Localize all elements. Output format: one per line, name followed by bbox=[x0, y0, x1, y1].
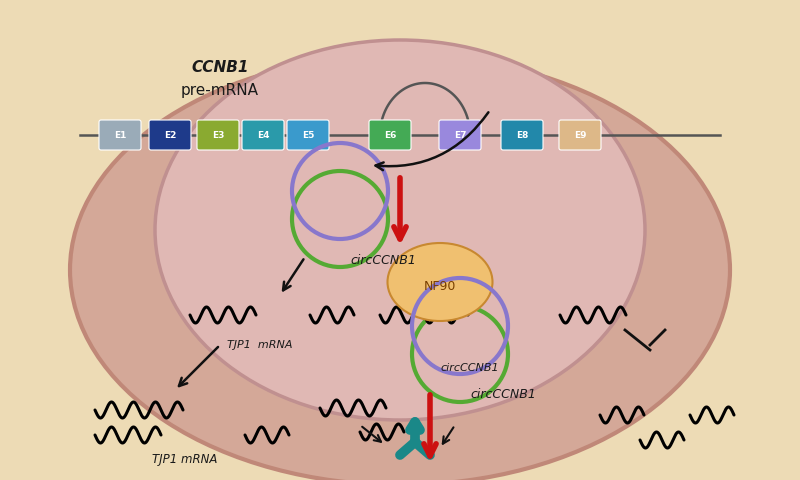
Text: circCCNB1: circCCNB1 bbox=[470, 388, 536, 401]
FancyBboxPatch shape bbox=[287, 120, 329, 150]
FancyBboxPatch shape bbox=[149, 120, 191, 150]
Text: E3: E3 bbox=[212, 131, 224, 140]
Text: circCCNB1: circCCNB1 bbox=[440, 363, 498, 373]
FancyBboxPatch shape bbox=[559, 120, 601, 150]
Ellipse shape bbox=[155, 40, 645, 420]
FancyBboxPatch shape bbox=[197, 120, 239, 150]
FancyBboxPatch shape bbox=[501, 120, 543, 150]
Text: E4: E4 bbox=[257, 131, 270, 140]
Text: CCNB1: CCNB1 bbox=[191, 60, 249, 75]
FancyBboxPatch shape bbox=[369, 120, 411, 150]
Ellipse shape bbox=[70, 55, 730, 480]
Text: TJP1 mRNA: TJP1 mRNA bbox=[152, 454, 218, 467]
Text: E1: E1 bbox=[114, 131, 126, 140]
Text: TJP1  mRNA: TJP1 mRNA bbox=[227, 340, 293, 350]
FancyBboxPatch shape bbox=[242, 120, 284, 150]
Text: NF90: NF90 bbox=[424, 280, 456, 293]
Text: E6: E6 bbox=[384, 131, 396, 140]
Text: E7: E7 bbox=[454, 131, 466, 140]
Text: pre-mRNA: pre-mRNA bbox=[181, 83, 259, 97]
Text: E8: E8 bbox=[516, 131, 528, 140]
Text: E9: E9 bbox=[574, 131, 586, 140]
Ellipse shape bbox=[387, 243, 493, 321]
FancyBboxPatch shape bbox=[99, 120, 141, 150]
Text: circCCNB1: circCCNB1 bbox=[350, 253, 416, 266]
Text: E2: E2 bbox=[164, 131, 176, 140]
Text: E5: E5 bbox=[302, 131, 314, 140]
FancyBboxPatch shape bbox=[439, 120, 481, 150]
